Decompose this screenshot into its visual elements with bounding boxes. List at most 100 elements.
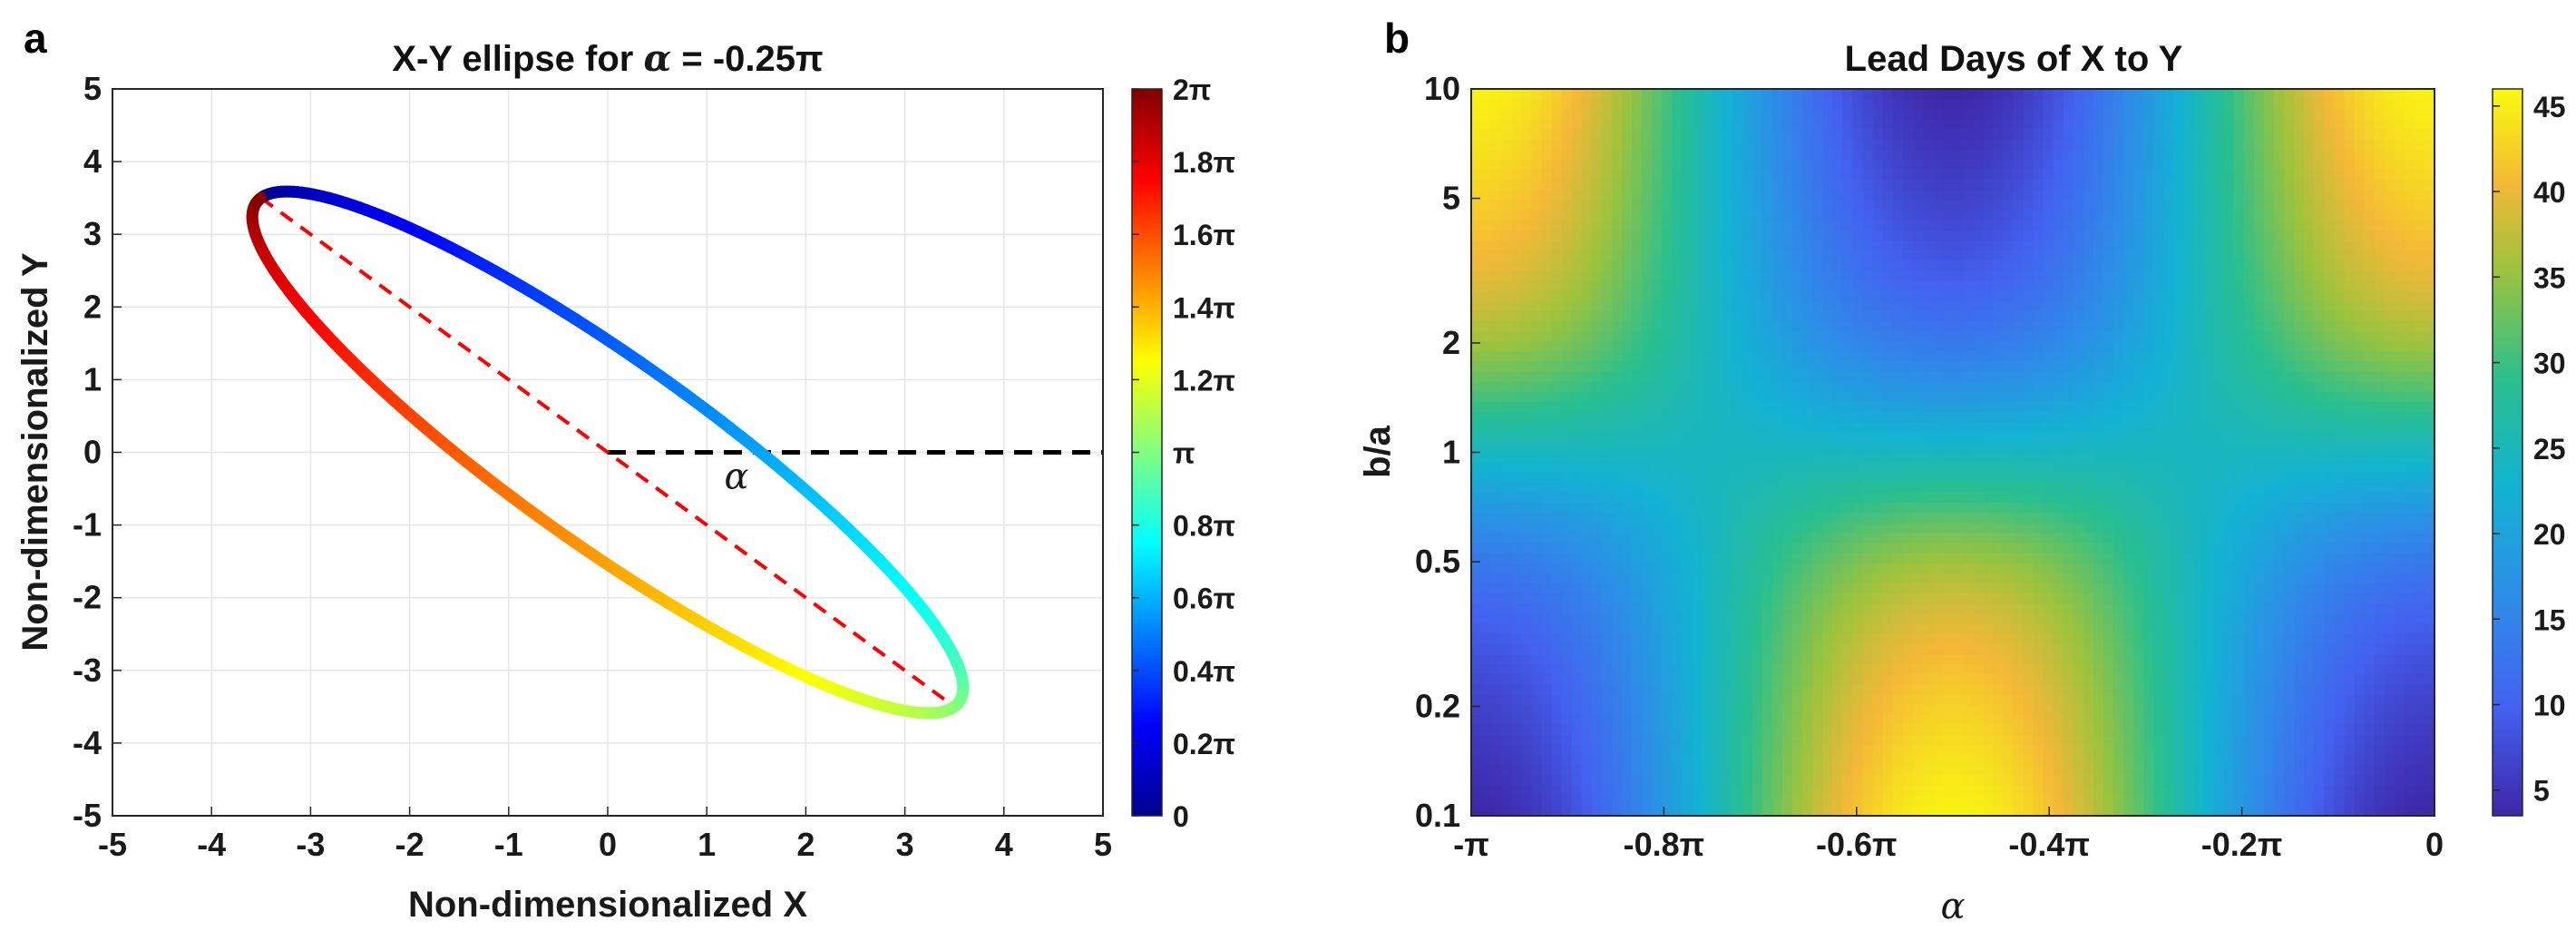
heatmap-cell — [2243, 220, 2255, 231]
heatmap-cell — [1471, 442, 1482, 454]
heatmap-cell — [2173, 523, 2185, 534]
heatmap-cell — [1591, 99, 1603, 111]
heatmap-cell — [2334, 99, 2346, 111]
heatmap-cell — [1632, 472, 1643, 484]
heatmap-cell — [2233, 553, 2245, 564]
heatmap-cell — [1761, 533, 1773, 544]
heatmap-cell — [2153, 472, 2165, 484]
heatmap-cell — [1802, 180, 1813, 191]
heatmap-cell — [1922, 310, 1934, 322]
heatmap-cell — [1852, 422, 1864, 434]
heatmap-cell — [1842, 320, 1854, 332]
heatmap-cell — [2274, 381, 2285, 393]
heatmap-cell — [1581, 553, 1593, 564]
heatmap-cell — [2153, 503, 2165, 514]
heatmap-cell — [1781, 412, 1793, 423]
heatmap-cell — [1742, 452, 1753, 464]
heatmap-cell — [2324, 563, 2336, 574]
heatmap-cell — [2003, 290, 2015, 302]
heatmap-cell — [2334, 371, 2346, 383]
heatmap-cell — [2394, 260, 2405, 272]
heatmap-cell — [1672, 381, 1683, 393]
heatmap-cell — [2093, 149, 2104, 161]
heatmap-cell — [1812, 109, 1823, 121]
heatmap-cell — [1591, 442, 1603, 454]
heatmap-cell — [2063, 250, 2074, 261]
heatmap-cell — [1983, 452, 1995, 464]
heatmap-cell — [2414, 170, 2425, 181]
heatmap-cell — [2243, 310, 2255, 322]
heatmap-cell — [1571, 149, 1583, 161]
heatmap-cell — [1561, 200, 1573, 211]
heatmap-cell — [1722, 513, 1733, 524]
heatmap-cell — [2404, 513, 2415, 524]
heatmap-cell — [1862, 180, 1874, 191]
heatmap-cell — [1491, 503, 1502, 514]
heatmap-cell — [2274, 432, 2285, 444]
heatmap-cell — [1682, 310, 1693, 322]
heatmap-cell — [2263, 533, 2275, 544]
heatmap-cell — [1922, 432, 1934, 444]
heatmap-cell — [2213, 280, 2225, 292]
heatmap-cell — [1702, 553, 1713, 564]
heatmap-cell — [1501, 89, 1513, 100]
heatmap-cell — [2274, 513, 2285, 524]
heatmap-cell — [1662, 493, 1673, 504]
heatmap-cell — [1983, 462, 1995, 474]
heatmap-cell — [1742, 300, 1753, 312]
heatmap-cell — [2233, 149, 2245, 161]
heatmap-cell — [1872, 250, 1884, 261]
heatmap-cell — [2243, 472, 2255, 484]
heatmap-cell — [2043, 300, 2054, 312]
heatmap-cell — [1611, 371, 1623, 383]
heatmap-cell — [2153, 493, 2165, 504]
heatmap-cell — [2083, 99, 2094, 111]
heatmap-cell — [1672, 442, 1683, 454]
heatmap-cell — [1611, 462, 1623, 474]
heatmap-cell — [1742, 250, 1753, 261]
heatmap-cell — [2173, 109, 2185, 121]
heatmap-cell — [2113, 149, 2124, 161]
heatmap-cell — [1491, 381, 1502, 393]
heatmap-cell — [2133, 320, 2144, 332]
heatmap-cell — [1561, 553, 1573, 564]
heatmap-cell — [1842, 563, 1854, 574]
heatmap-cell — [1953, 159, 1964, 171]
heatmap-cell — [2073, 553, 2084, 564]
heatmap-cell — [1932, 361, 1944, 373]
heatmap-cell — [2163, 462, 2175, 474]
heatmap-cell — [1852, 180, 1864, 191]
heatmap-cell — [2153, 240, 2165, 251]
heatmap-cell — [2354, 300, 2366, 312]
heatmap-cell — [2424, 99, 2435, 111]
heatmap-cell — [2304, 341, 2316, 353]
heatmap-cell — [2233, 563, 2245, 574]
heatmap-cell — [2043, 523, 2054, 534]
heatmap-cell — [1922, 260, 1934, 272]
heatmap-cell — [2153, 159, 2165, 171]
heatmap-cell — [1541, 240, 1553, 251]
heatmap-cell — [1761, 250, 1773, 261]
heatmap-cell — [1963, 180, 1974, 191]
heatmap-cell — [2364, 401, 2376, 413]
heatmap-cell — [1491, 210, 1502, 221]
heatmap-cell — [2053, 523, 2064, 534]
heatmap-cell — [1531, 230, 1543, 241]
heatmap-cell — [1541, 563, 1553, 574]
heatmap-cell — [1852, 371, 1864, 383]
heatmap-cell — [2093, 220, 2104, 231]
heatmap-cell — [2394, 371, 2405, 383]
heatmap-cell — [2354, 432, 2366, 444]
heatmap-cell — [1652, 89, 1663, 100]
heatmap-cell — [2053, 250, 2064, 261]
heatmap-cell — [1511, 401, 1523, 413]
heatmap-cell — [2063, 210, 2074, 221]
heatmap-cell — [1932, 320, 1944, 332]
heatmap-cell — [2284, 513, 2295, 524]
heatmap-cell — [1822, 472, 1834, 484]
heatmap-cell — [2183, 89, 2195, 100]
heatmap-cell — [2223, 220, 2235, 231]
heatmap-cell — [1471, 422, 1482, 434]
heatmap-cell — [1672, 99, 1683, 111]
heatmap-cell — [1692, 513, 1703, 524]
